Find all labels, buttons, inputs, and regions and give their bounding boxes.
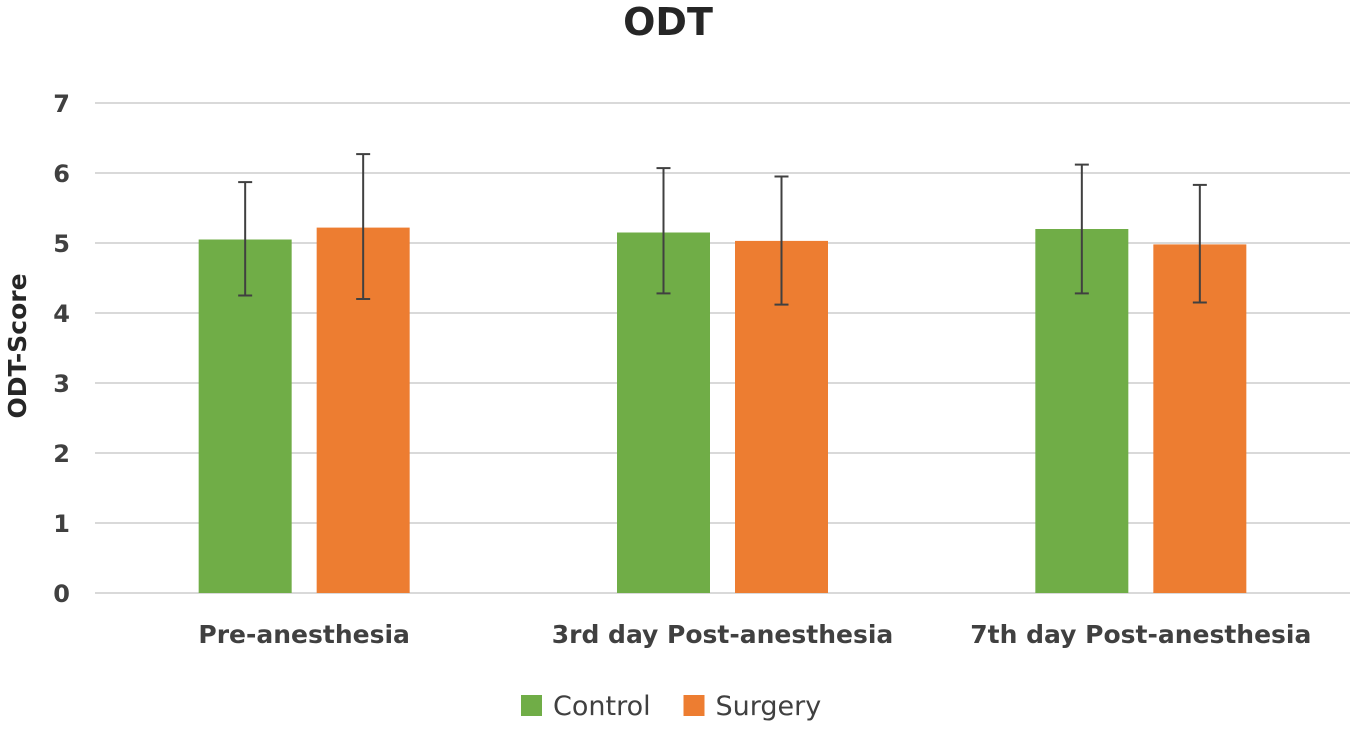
error-bar-control-0 (238, 181, 253, 297)
y-tick-label: 3 (53, 370, 70, 398)
y-tick-label: 0 (53, 580, 70, 608)
legend-swatch (683, 695, 705, 716)
y-tick-label: 4 (53, 300, 70, 328)
error-bar-control-2 (1074, 163, 1089, 295)
x-category-label: 3rd day Post-anesthesia (552, 620, 894, 649)
legend-item-surgery: Surgery (683, 691, 822, 722)
error-bars-layer (238, 153, 1207, 306)
x-category-label: 7th day Post-anesthesia (970, 620, 1311, 649)
y-tick-label: 2 (53, 440, 70, 468)
y-axis-label: ODT-Score (3, 273, 32, 418)
x-category-label: Pre-anesthesia (198, 620, 410, 649)
grid-layer: 0 1 2 3 4 5 6 7 (53, 90, 1350, 608)
bar-control-0 (198, 239, 292, 593)
legend-label: Surgery (716, 691, 822, 722)
chart-title: ODT (623, 0, 713, 44)
y-tick-label: 5 (53, 230, 70, 258)
legend: Control Surgery (521, 691, 821, 722)
y-tick-label: 7 (53, 90, 70, 118)
error-bar-control-1 (656, 167, 671, 295)
category-labels: Pre-anesthesia 3rd day Post-anesthesia 7th… (198, 620, 1311, 649)
y-tick-label: 1 (53, 510, 70, 538)
legend-swatch (521, 695, 542, 716)
error-bar-surgery-2 (1192, 183, 1207, 304)
y-tick-label: 6 (53, 160, 70, 188)
legend-label: Control (553, 691, 651, 722)
error-bar-surgery-0 (356, 153, 371, 300)
legend-item-control: Control (521, 691, 651, 722)
bars-layer (198, 227, 1247, 593)
error-bar-surgery-1 (774, 175, 789, 306)
